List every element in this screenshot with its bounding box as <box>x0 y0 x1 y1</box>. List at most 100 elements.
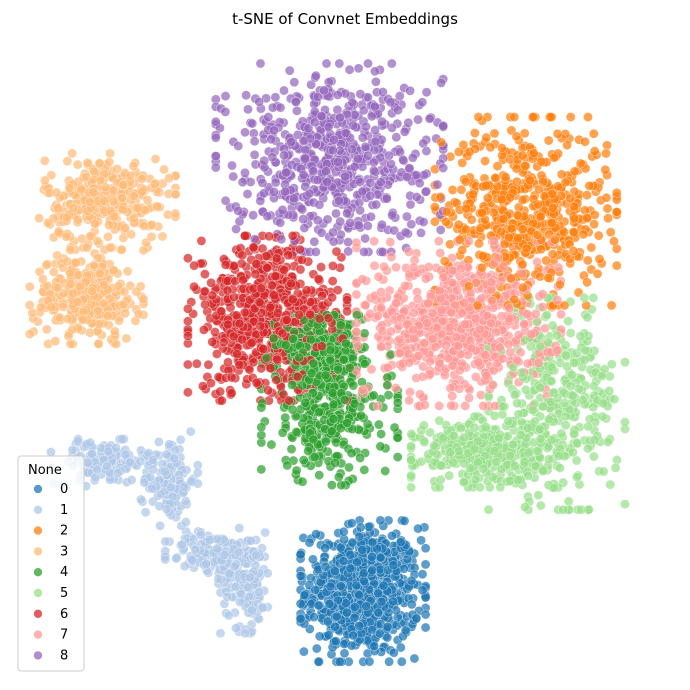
scatter-point-class-3 <box>105 148 115 159</box>
scatter-point-class-2 <box>439 256 450 266</box>
scatter-point-class-0 <box>396 656 407 667</box>
scatter-point-class-1 <box>260 527 271 538</box>
scatter-point-class-6 <box>226 372 237 383</box>
scatter-point-class-1 <box>213 573 224 584</box>
scatter-point-class-3 <box>105 242 115 253</box>
scatter-point-class-8 <box>438 163 449 173</box>
scatter-point-class-4 <box>389 422 400 433</box>
scatter-point-class-2 <box>582 213 592 223</box>
scatter-point-class-7 <box>425 356 435 367</box>
scatter-point-class-8 <box>275 102 286 113</box>
scatter-point-class-3 <box>150 154 161 164</box>
scatter-point-class-5 <box>606 359 617 370</box>
scatter-point-class-7 <box>385 237 396 247</box>
scatter-point-class-0 <box>309 612 319 622</box>
scatter-point-class-1 <box>140 507 151 518</box>
scatter-point-class-8 <box>347 144 357 154</box>
scatter-point-class-7 <box>376 302 387 313</box>
scatter-point-class-2 <box>605 227 616 238</box>
scatter-point-class-3 <box>48 267 59 277</box>
scatter-point-class-1 <box>73 436 83 446</box>
scatter-point-class-8 <box>348 120 359 131</box>
scatter-point-class-5 <box>455 423 466 434</box>
scatter-point-class-7 <box>434 358 445 369</box>
scatter-point-class-5 <box>495 482 506 493</box>
scatter-point-class-8 <box>420 186 431 197</box>
scatter-point-class-8 <box>360 233 370 244</box>
scatter-point-class-6 <box>228 261 239 271</box>
chart-title: t-SNE of Convnet Embeddings <box>232 10 458 28</box>
scatter-point-class-0 <box>311 643 322 654</box>
scatter-point-class-2 <box>582 255 593 266</box>
scatter-point-class-5 <box>512 398 522 409</box>
scatter-point-class-5 <box>567 369 577 380</box>
scatter-point-class-7 <box>404 395 414 406</box>
scatter-point-class-2 <box>601 192 612 203</box>
scatter-point-class-2 <box>536 211 546 222</box>
scatter-point-class-4 <box>291 465 302 476</box>
scatter-point-class-2 <box>517 259 528 270</box>
scatter-point-class-2 <box>509 294 520 305</box>
scatter-point-class-8 <box>405 199 416 210</box>
scatter-point-class-7 <box>405 387 415 397</box>
scatter-point-class-2 <box>543 135 554 146</box>
scatter-point-class-8 <box>321 166 331 177</box>
scatter-point-class-8 <box>417 97 428 108</box>
scatter-point-class-8 <box>370 136 381 147</box>
scatter-point-class-3 <box>94 158 105 169</box>
scatter-point-class-5 <box>558 504 569 515</box>
scatter-point-class-8 <box>368 165 379 176</box>
scatter-point-class-4 <box>280 412 291 423</box>
scatter-point-class-2 <box>569 213 579 224</box>
scatter-point-class-0 <box>307 554 318 565</box>
scatter-point-class-2 <box>461 203 472 214</box>
scatter-point-class-7 <box>394 334 405 345</box>
scatter-point-class-6 <box>199 269 210 279</box>
scatter-point-class-8 <box>312 215 323 226</box>
scatter-point-class-2 <box>611 260 622 271</box>
scatter-point-class-6 <box>262 263 273 273</box>
scatter-point-class-8 <box>342 208 352 219</box>
scatter-point-class-0 <box>313 656 324 667</box>
scatter-point-class-5 <box>510 461 520 471</box>
scatter-point-class-4 <box>277 427 288 438</box>
scatter-point-class-6 <box>182 359 193 370</box>
scatter-point-class-3 <box>120 223 131 233</box>
scatter-point-class-5 <box>516 367 527 378</box>
scatter-point-class-3 <box>39 155 50 166</box>
scatter-point-class-0 <box>299 590 310 601</box>
scatter-point-class-1 <box>222 591 233 602</box>
scatter-point-class-7 <box>417 371 428 382</box>
scatter-point-class-2 <box>477 262 487 273</box>
scatter-point-class-2 <box>457 245 468 255</box>
scatter-point-class-2 <box>593 230 604 241</box>
scatter-point-class-7 <box>519 319 529 329</box>
scatter-point-class-5 <box>588 381 599 391</box>
scatter-point-class-1 <box>117 434 127 444</box>
scatter-point-class-8 <box>210 132 221 143</box>
scatter-point-class-3 <box>104 220 114 230</box>
scatter-point-class-5 <box>604 385 615 396</box>
scatter-point-class-8 <box>386 58 397 69</box>
scatter-point-class-4 <box>355 453 365 463</box>
scatter-point-class-2 <box>480 156 490 166</box>
scatter-point-class-5 <box>565 381 576 392</box>
scatter-point-class-2 <box>547 249 558 259</box>
scatter-point-class-7 <box>408 333 419 344</box>
scatter-point-class-8 <box>355 177 366 187</box>
scatter-point-class-2 <box>492 181 503 192</box>
scatter-point-class-7 <box>513 330 524 340</box>
scatter-point-class-0 <box>420 622 431 633</box>
scatter-point-class-2 <box>429 216 440 227</box>
scatter-point-class-7 <box>351 289 362 300</box>
scatter-point-class-7 <box>408 308 419 318</box>
scatter-point-class-2 <box>559 227 569 238</box>
scatter-point-class-2 <box>601 148 611 159</box>
scatter-point-class-5 <box>444 470 455 481</box>
scatter-point-class-6 <box>189 281 199 292</box>
scatter-point-class-5 <box>503 416 514 426</box>
scatter-point-class-8 <box>262 211 273 222</box>
scatter-point-class-8 <box>416 227 426 238</box>
scatter-point-class-6 <box>261 251 272 261</box>
scatter-point-class-3 <box>61 231 72 242</box>
